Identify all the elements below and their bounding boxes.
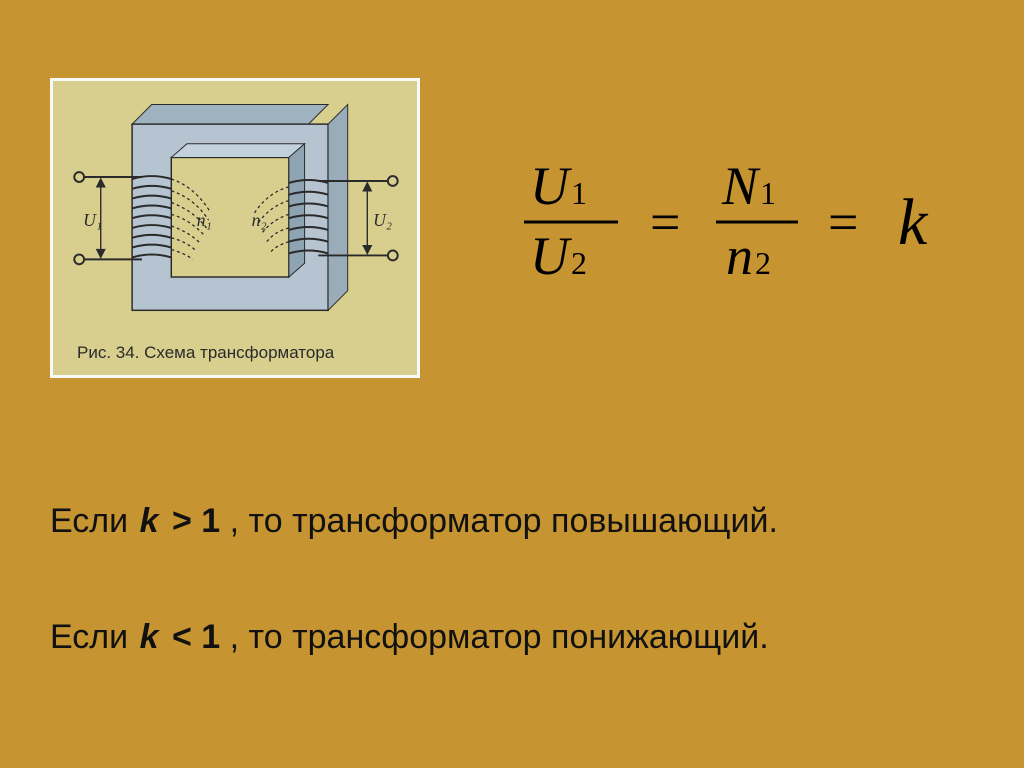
- label-u2: U₂: [373, 210, 392, 230]
- text-line-step-down: Если k < 1 , то трансформатор понижающий…: [50, 618, 970, 657]
- transformer-ratio-formula: U1 U2 = N1 n2 = k: [510, 140, 990, 300]
- svg-text:U1: U1: [530, 156, 587, 216]
- line1-post: , то трансформатор повышающий.: [230, 502, 778, 540]
- transformer-diagram: U₁ U₂ n₁ n₂: [53, 81, 417, 375]
- slide: U₁ U₂ n₁ n₂ Рис. 34. Схема трансформатор…: [0, 0, 1024, 768]
- line1-sym: >: [172, 502, 201, 540]
- line1-k: k: [140, 502, 159, 540]
- text-line-step-up: Если k > 1 , то трансформатор повышающий…: [50, 502, 970, 541]
- line2-post: , то трансформатор понижающий.: [230, 618, 769, 656]
- label-n1: n₁: [197, 210, 212, 230]
- svg-text:k: k: [898, 186, 929, 259]
- diagram-caption: Рис. 34. Схема трансформатора: [77, 343, 334, 363]
- diagram-panel: U₁ U₂ n₁ n₂ Рис. 34. Схема трансформатор…: [50, 78, 420, 378]
- svg-text:U2: U2: [530, 226, 587, 286]
- label-u1: U₁: [83, 210, 102, 230]
- svg-text:n2: n2: [726, 226, 771, 286]
- label-n2: n₂: [252, 210, 267, 230]
- line2-pre: Если: [50, 618, 138, 656]
- line2-k: k: [140, 618, 159, 656]
- line2-sym: <: [172, 618, 201, 656]
- line1-num: 1: [201, 502, 220, 540]
- line2-num: 1: [201, 618, 220, 656]
- svg-text:N1: N1: [721, 156, 776, 216]
- line1-pre: Если: [50, 502, 138, 540]
- svg-text:=: =: [650, 192, 680, 252]
- svg-text:=: =: [828, 192, 858, 252]
